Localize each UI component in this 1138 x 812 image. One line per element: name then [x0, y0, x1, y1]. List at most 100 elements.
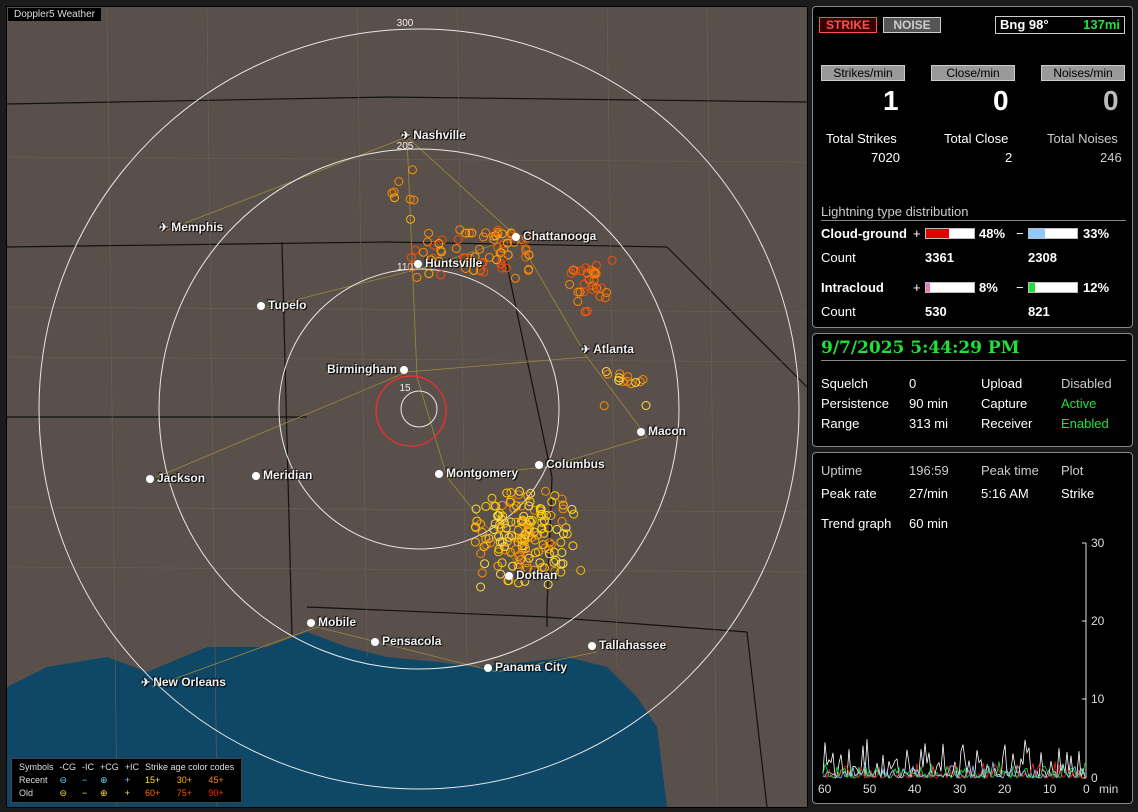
x-unit-label: min — [1099, 782, 1118, 796]
y-ticks — [1082, 542, 1086, 779]
radar-map[interactable]: Doppler5 Weather — [6, 6, 808, 808]
strike-marker — [459, 253, 469, 262]
city-dot-icon — [505, 571, 513, 580]
city-huntsville[interactable]: Huntsville — [414, 256, 482, 270]
legend-symbol: + — [124, 788, 131, 798]
strike-marker — [495, 509, 505, 518]
noise-button[interactable]: NOISE — [883, 17, 941, 33]
strike-marker — [537, 509, 547, 519]
noises-min-value: 0 — [1103, 85, 1119, 116]
city-macon[interactable]: Macon — [637, 424, 686, 438]
strike-marker — [607, 255, 617, 265]
strike-marker — [531, 548, 540, 558]
squelch-value: 0 — [909, 376, 917, 391]
total-strikes-value: 7020 — [871, 150, 900, 165]
county-lines — [7, 7, 807, 807]
strike-marker — [602, 288, 611, 297]
strike-marker — [515, 550, 525, 560]
city-panama-city[interactable]: Panama City — [484, 660, 567, 674]
peak-time-value: 5:16 AM — [981, 486, 1029, 501]
strike-marker — [514, 578, 523, 588]
x-tick-label: 50 — [863, 782, 877, 796]
close-min-label[interactable]: Close/min — [931, 65, 1015, 81]
peak-rate-label: Peak rate — [821, 486, 877, 501]
strike-marker — [481, 540, 491, 550]
city-mobile[interactable]: Mobile — [307, 615, 356, 629]
strike-marker — [494, 511, 504, 521]
strike-marker — [412, 272, 422, 282]
strike-marker — [550, 491, 560, 501]
strike-marker — [520, 576, 530, 586]
strike-marker — [520, 535, 530, 545]
city-montgomery[interactable]: Montgomery — [435, 466, 518, 480]
strike-marker — [501, 523, 511, 533]
strike-marker — [521, 244, 531, 254]
strike-marker — [426, 255, 436, 265]
strike-marker — [558, 529, 568, 539]
strike-marker — [582, 306, 592, 316]
strike-marker — [595, 292, 605, 301]
city-birmingham[interactable]: Birmingham — [327, 362, 411, 376]
strike-button[interactable]: STRIKE — [819, 17, 877, 33]
noises-min-label[interactable]: Noises/min — [1041, 65, 1125, 81]
legend-age: 90+ — [208, 788, 224, 798]
strike-marker — [537, 524, 546, 534]
strike-marker — [556, 567, 566, 577]
city-tupelo[interactable]: Tupelo — [257, 298, 306, 312]
total-noises-label: Total Noises — [1047, 131, 1118, 146]
strike-marker — [543, 579, 553, 589]
strike-marker — [573, 287, 583, 297]
strike-marker — [480, 559, 490, 569]
ic-plus-count: 530 — [925, 304, 947, 319]
city-atlanta[interactable]: ✈ Atlanta — [581, 342, 634, 356]
distribution-title: Lightning type distribution — [821, 204, 969, 219]
strike-marker — [501, 263, 511, 273]
strike-marker — [493, 229, 503, 239]
city-columbus[interactable]: Columbus — [535, 457, 605, 471]
strike-marker — [436, 245, 446, 255]
y-tick-label: 30 — [1091, 536, 1105, 550]
city-tallahassee[interactable]: Tallahassee — [588, 638, 666, 652]
trend-line — [822, 739, 1086, 780]
ic-minus-count: 821 — [1028, 304, 1050, 319]
range-label-15: 15 — [399, 383, 411, 394]
legend-age: 45+ — [208, 775, 224, 785]
strike-markers — [387, 165, 651, 592]
legend-symbol: + — [124, 775, 131, 785]
city-nashville[interactable]: ✈ Nashville — [401, 128, 466, 142]
strike-marker — [536, 511, 546, 521]
city-new-orleans[interactable]: ✈ New Orleans — [141, 675, 226, 689]
city-memphis[interactable]: ✈ Memphis — [159, 220, 224, 234]
legend-col: +CG — [100, 762, 119, 772]
strike-marker — [525, 497, 535, 507]
capture-label: Capture — [981, 396, 1028, 411]
strike-marker — [542, 510, 552, 520]
strike-marker — [481, 228, 491, 238]
uptime-value: 196:59 — [909, 463, 949, 478]
strike-marker — [523, 265, 533, 275]
city-pensacola[interactable]: Pensacola — [371, 634, 441, 648]
airport-icon: ✈ — [159, 222, 169, 234]
strike-marker — [568, 541, 578, 551]
city-chattanooga[interactable]: Chattanooga — [512, 229, 596, 243]
strike-marker — [573, 296, 583, 306]
strike-marker — [510, 273, 520, 283]
strike-marker — [405, 194, 415, 204]
city-dothan[interactable]: Dothan — [505, 568, 557, 582]
strike-marker — [541, 486, 550, 496]
divider — [821, 360, 1126, 361]
intracloud-label: Intracloud — [821, 280, 884, 295]
total-close-value: 2 — [1005, 150, 1013, 165]
strike-marker — [493, 243, 503, 253]
legend-age: 75+ — [176, 788, 192, 798]
ic-minus-pct: 12% — [1083, 280, 1110, 295]
city-jackson[interactable]: Jackson — [146, 471, 205, 485]
strike-marker — [498, 511, 508, 521]
city-meridian[interactable]: Meridian — [252, 468, 312, 482]
trend-line — [822, 761, 1086, 780]
strikes-min-label[interactable]: Strikes/min — [821, 65, 905, 81]
strike-marker — [523, 532, 533, 542]
range-value: 313 mi — [909, 416, 949, 431]
cg-minus-bar — [1028, 228, 1078, 239]
plot-value[interactable]: Strike — [1061, 486, 1095, 501]
